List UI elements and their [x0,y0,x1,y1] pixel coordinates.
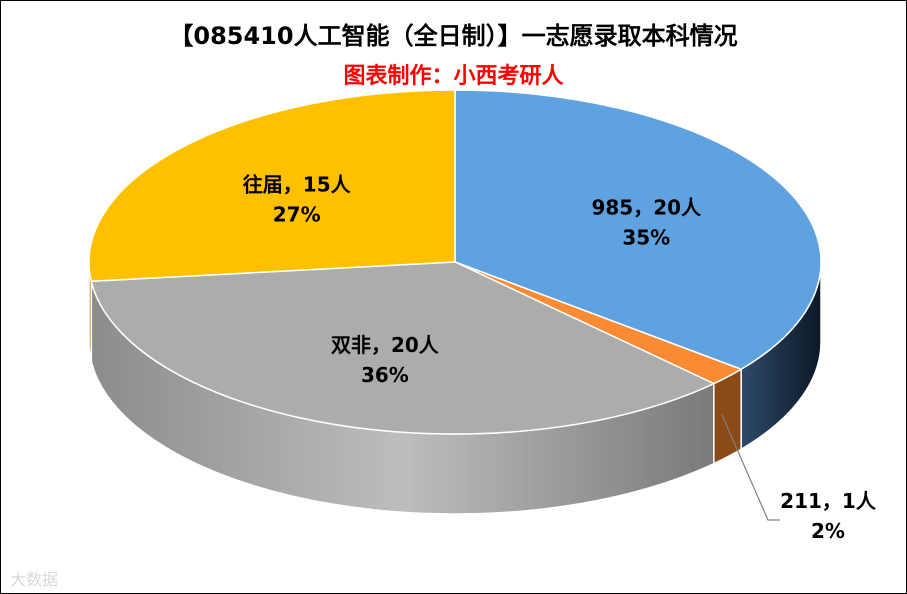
pie-slice-双非 [90,261,716,435]
pie-slice-985 [454,89,822,371]
slice-percent-211: 2% [811,519,845,543]
slice-percent-往届: 27% [273,203,321,227]
slice-label-985: 985，20人 [591,196,702,220]
leader-line-211 [721,414,780,521]
slice-label-211: 211，1人 [780,489,877,513]
slice-label-往届: 往届，15人 [243,173,352,197]
slice-percent-双非: 36% [361,363,409,387]
slice-label-双非: 双非，20人 [331,333,440,357]
watermark: 大数据 [10,570,59,589]
slice-percent-985: 35% [622,226,670,250]
chart-title: 【085410人工智能（全日制）】一志愿录取本科情况 [169,22,738,50]
pie-slice-往届 [88,89,456,283]
chart-subtitle: 图表制作：小西考研人 [343,64,564,89]
